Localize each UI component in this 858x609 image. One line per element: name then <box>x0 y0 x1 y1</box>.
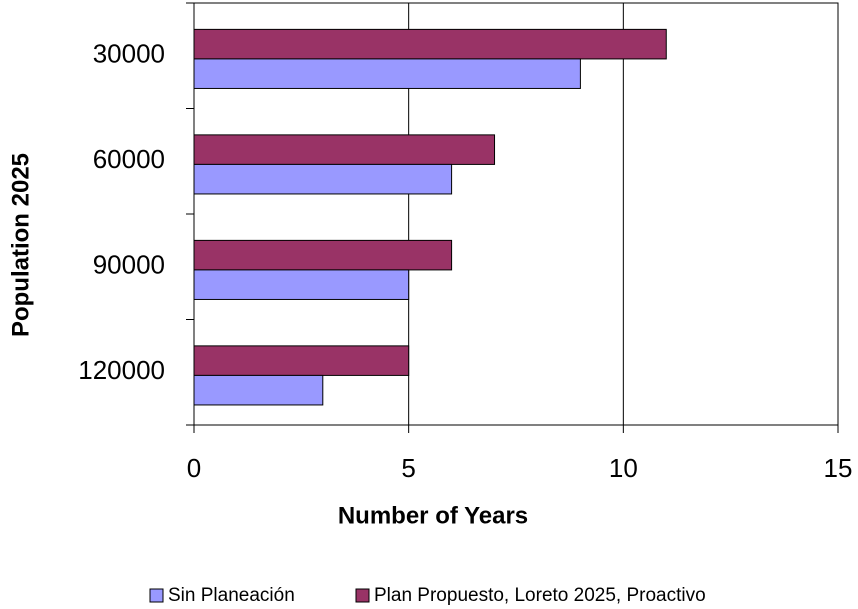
legend-swatch <box>149 588 164 603</box>
bar <box>193 163 453 195</box>
bar <box>193 58 581 89</box>
y-tick-label: 120000 <box>78 355 165 385</box>
x-tick-label: 5 <box>401 453 415 483</box>
legend-label: Sin Planeación <box>168 585 295 606</box>
y-tick-label: 90000 <box>93 250 165 280</box>
y-tick-label: 30000 <box>93 39 165 69</box>
y-axis-title: Population 2025 <box>7 153 34 337</box>
bar <box>193 269 410 300</box>
x-tick-label: 0 <box>187 453 201 483</box>
x-tick-label: 10 <box>609 453 638 483</box>
x-tick-label: 15 <box>824 453 853 483</box>
bar <box>193 374 324 406</box>
bar <box>193 345 410 376</box>
legend-swatch <box>355 588 370 603</box>
legend-label: Plan Propuesto, Loreto 2025, Proactivo <box>374 585 706 606</box>
bar <box>193 28 667 60</box>
bar <box>193 239 453 271</box>
bar <box>193 134 496 165</box>
x-axis-title: Number of Years <box>338 502 528 529</box>
y-tick-label: 60000 <box>93 144 165 174</box>
